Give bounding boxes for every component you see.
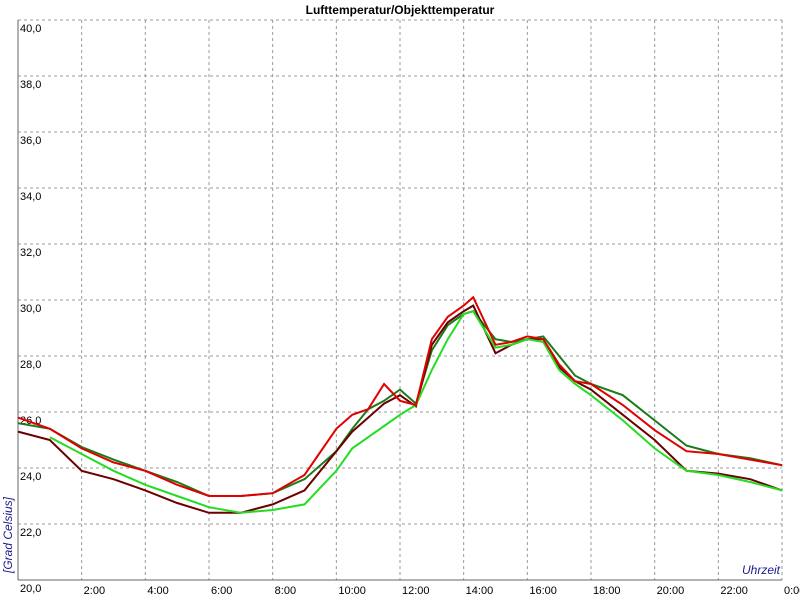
y-tick-label: 24,0 (20, 471, 41, 483)
y-tick-label: 30,0 (20, 303, 41, 315)
x-tick-label: 4:00 (147, 585, 168, 597)
x-tick-label: 8:00 (275, 585, 296, 597)
x-tick-label: 2:00 (84, 585, 105, 597)
y-tick-label: 22,0 (20, 527, 41, 539)
chart-title: Lufttemperatur/Objekttemperatur (306, 3, 495, 17)
y-axis-label: [Grad Celsius] (1, 496, 15, 574)
y-tick-label: 40,0 (20, 23, 41, 35)
x-tick-label: 6:00 (211, 585, 232, 597)
x-tick-label: 10:00 (338, 585, 366, 597)
x-tick-label: 14:00 (466, 585, 494, 597)
y-tick-label: 34,0 (20, 191, 41, 203)
x-tick-label: 18:00 (593, 585, 621, 597)
series-line (17, 310, 783, 497)
x-tick-label: 12:00 (402, 585, 430, 597)
series-line (17, 295, 783, 497)
series-line (49, 310, 783, 514)
y-tick-label: 38,0 (20, 79, 41, 91)
x-tick-label: 16:00 (529, 585, 557, 597)
y-tick-label: 36,0 (20, 135, 41, 147)
y-tick-label: 20,0 (20, 583, 41, 595)
x-tick-label: 22:00 (720, 585, 748, 597)
x-axis-label: Uhrzeit (742, 563, 781, 577)
series-line (17, 304, 783, 514)
x-tick-label: 20:00 (657, 585, 685, 597)
y-tick-label: 28,0 (20, 359, 41, 371)
y-tick-label: 32,0 (20, 247, 41, 259)
x-tick-label: 0:00 (784, 585, 800, 597)
